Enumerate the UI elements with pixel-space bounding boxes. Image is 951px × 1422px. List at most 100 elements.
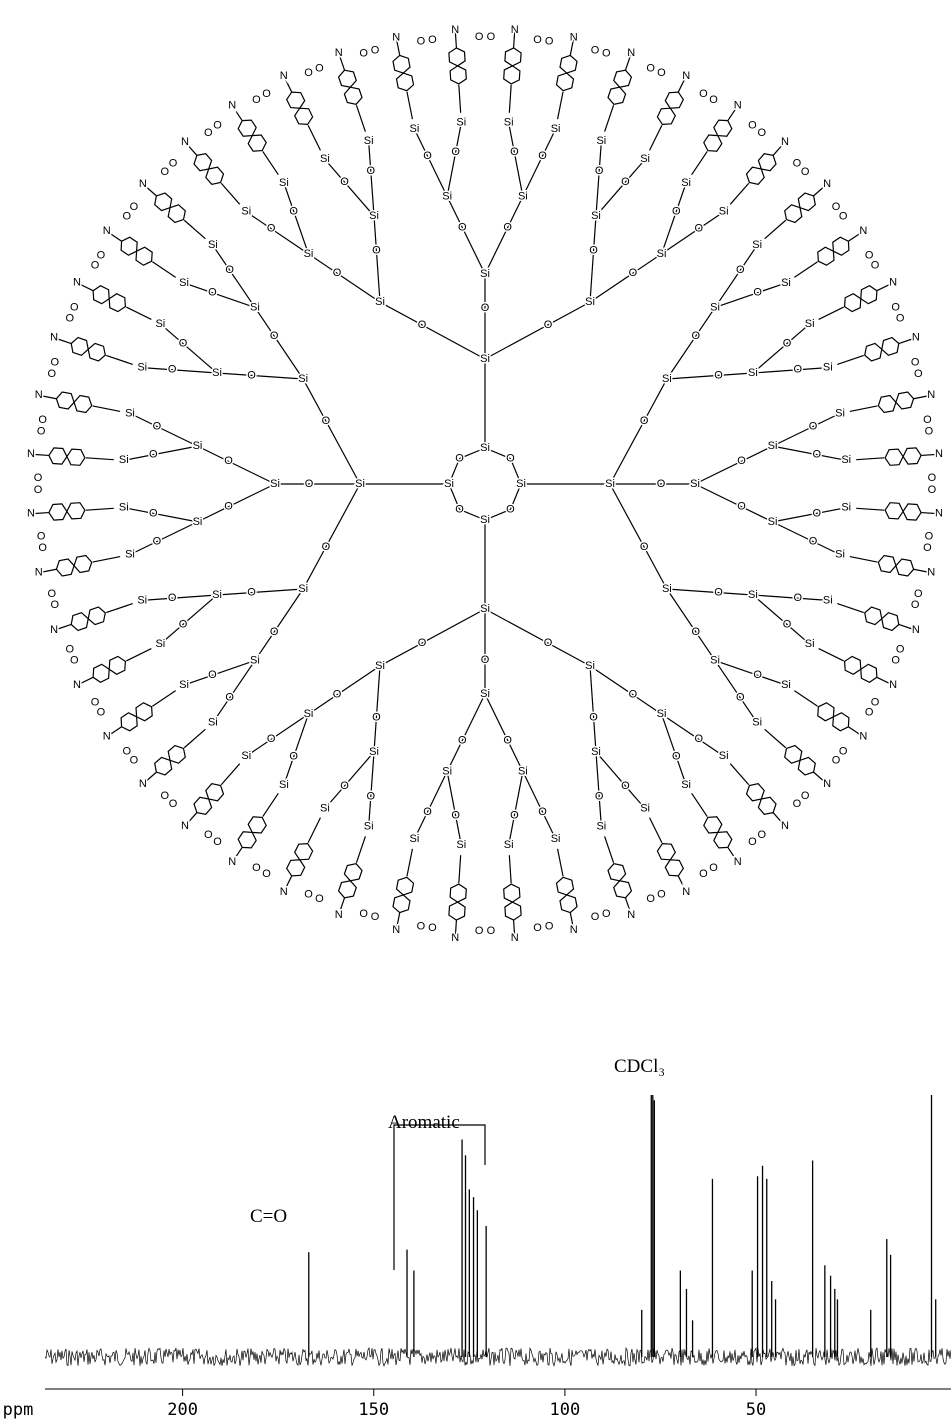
bond: [819, 649, 844, 661]
bond: [695, 446, 773, 484]
oxygen-label: O: [891, 654, 900, 666]
bond: [485, 609, 590, 666]
oxygen-label: O: [70, 654, 79, 666]
oxygen-label: O: [224, 501, 233, 513]
oxygen-label: O: [783, 337, 792, 349]
oxygen-label: O: [315, 893, 324, 905]
silicon-label: Si: [375, 296, 385, 308]
silicon-label: Si: [125, 549, 135, 561]
silicon-label: Si: [480, 353, 490, 365]
oxygen-label: O: [213, 120, 222, 132]
silicon-label: Si: [681, 779, 691, 791]
oxygen-label: O: [179, 337, 188, 349]
oxygen-label: O: [589, 244, 598, 256]
ring: [818, 703, 834, 721]
bond: [850, 557, 877, 562]
bond: [485, 302, 590, 359]
nitrogen-label: N: [781, 136, 789, 148]
silicon-label: Si: [768, 516, 778, 528]
silicon-label: Si: [369, 210, 379, 222]
bond: [667, 373, 753, 379]
nitrogen-label: N: [889, 277, 897, 289]
silicon-label: Si: [320, 153, 330, 165]
bond: [605, 105, 614, 132]
oxygen-label: O: [839, 210, 848, 222]
oxygen-label: O: [371, 911, 380, 923]
bond: [590, 216, 596, 302]
ring: [121, 237, 137, 255]
silicon-label: Si: [250, 654, 260, 666]
nitrogen-label: N: [682, 886, 690, 898]
silicon-label: Si: [250, 301, 260, 313]
nitrogen-label: N: [734, 100, 742, 112]
x-tick-label: 100: [550, 1400, 581, 1420]
silicon-label: Si: [657, 708, 667, 720]
oxygen-label: O: [289, 205, 298, 217]
oxygen-label: O: [812, 449, 821, 461]
oxygen-label: O: [451, 146, 460, 158]
oxygen-label: O: [208, 669, 217, 681]
nitrogen-label: N: [627, 909, 635, 921]
silicon-label: Si: [719, 750, 729, 762]
ring: [747, 167, 765, 184]
oxygen-label: O: [914, 588, 923, 600]
bond: [308, 125, 320, 150]
bond: [126, 307, 151, 319]
silicon-label: Si: [768, 440, 778, 452]
ring: [903, 448, 921, 464]
oxygen-label: O: [161, 166, 170, 178]
ring: [194, 797, 212, 814]
oxygen-label: O: [538, 150, 547, 162]
silicon-label: Si: [841, 502, 851, 514]
nitrogen-label: N: [451, 932, 459, 944]
ring: [885, 503, 903, 519]
bond: [263, 151, 279, 174]
nitrogen-label: N: [335, 909, 343, 921]
ring: [136, 247, 152, 265]
bond: [605, 836, 614, 863]
oxygen-label: O: [475, 925, 484, 937]
figure: SiOSiOSiOSiOOOOSiNOOOSiNOOSiOOSiNOOOSiNO…: [0, 0, 951, 1422]
nitrogen-label: N: [139, 178, 147, 190]
ring: [758, 797, 776, 814]
oxygen-label: O: [262, 868, 271, 880]
silicon-label: Si: [681, 177, 691, 189]
silicon-label: Si: [657, 248, 667, 260]
silicon-label: Si: [155, 638, 165, 650]
ring: [657, 844, 675, 860]
oxygen-label: O: [925, 425, 934, 437]
silicon-label: Si: [241, 750, 251, 762]
ring: [71, 338, 88, 356]
bond: [447, 123, 461, 197]
oxygen-label: O: [51, 599, 60, 611]
silicon-label: Si: [119, 454, 129, 466]
nitrogen-label: N: [889, 679, 897, 691]
ring: [608, 864, 626, 881]
oxygen-label: O: [153, 420, 162, 432]
oxygen-label: O: [506, 503, 515, 515]
silicon-label: Si: [504, 117, 514, 129]
oxygen-label: O: [458, 734, 467, 746]
bond: [692, 151, 708, 174]
bond: [695, 484, 773, 522]
silicon-label: Si: [748, 367, 758, 379]
oxygen-label: O: [911, 599, 920, 611]
nitrogen-label: N: [392, 32, 400, 44]
oxygen-label: O: [304, 67, 313, 79]
oxygen-label: O: [428, 922, 437, 934]
oxygen-label: O: [545, 36, 554, 48]
bond: [380, 302, 485, 359]
nitrogen-label: N: [103, 731, 111, 743]
oxygen-label: O: [130, 201, 139, 213]
oxygen-label: O: [204, 829, 213, 841]
bond: [142, 368, 217, 373]
bond: [142, 595, 217, 600]
oxygen-label: O: [169, 798, 178, 810]
oxygen-label: O: [783, 618, 792, 630]
silicon-label: Si: [662, 583, 672, 595]
oxygen-label: O: [871, 259, 880, 271]
nitrogen-label: N: [823, 178, 831, 190]
oxygen-label: O: [247, 369, 256, 381]
ring: [861, 286, 877, 304]
oxygen-label: O: [149, 449, 158, 461]
